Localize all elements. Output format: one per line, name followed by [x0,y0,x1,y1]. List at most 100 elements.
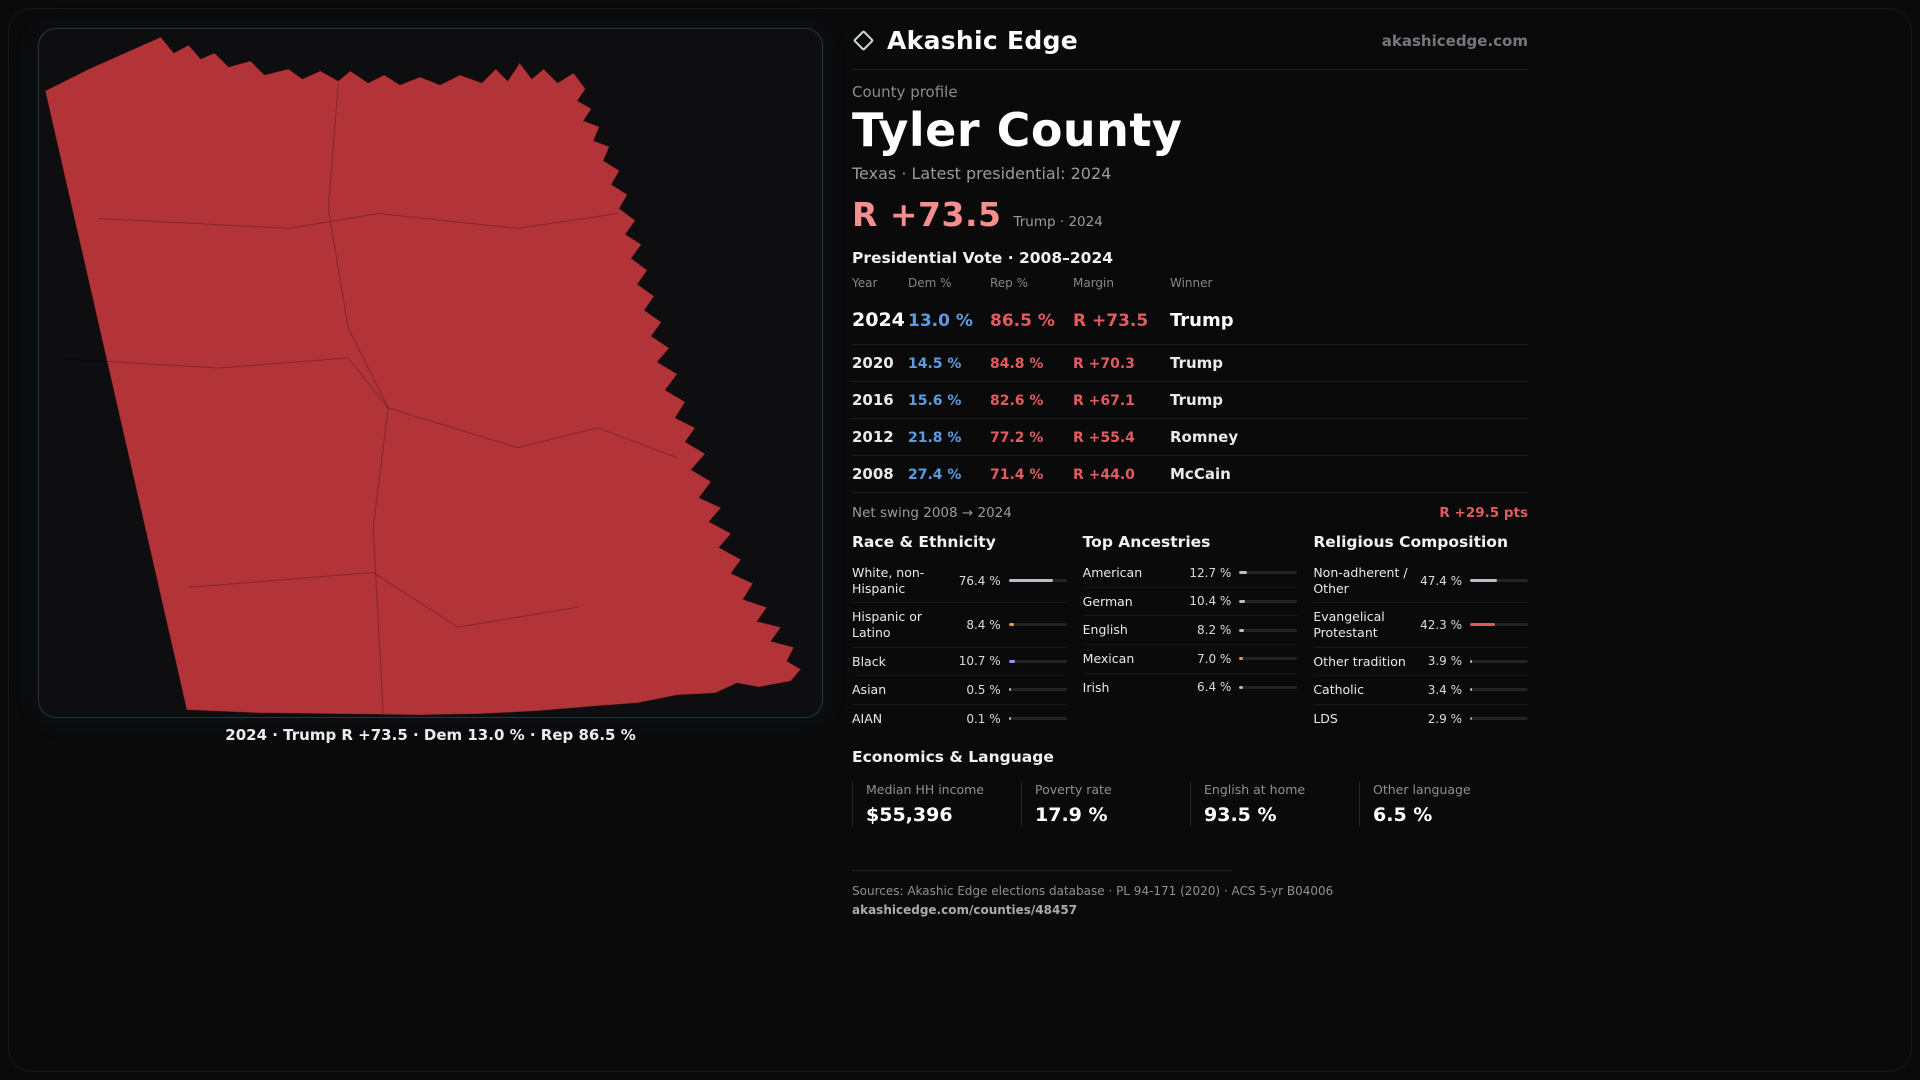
stat-value: 8.2 % [1197,623,1232,638]
vote-year: 2012 [852,428,894,446]
stat-value: 2.9 % [1427,711,1462,726]
map-caption: 2024 · Trump R +73.5 · Dem 13.0 % · Rep … [225,726,636,744]
stat-value: 3.4 % [1427,682,1462,697]
stat-label: Non-adherent / Other [1313,565,1408,596]
stat-label: White, non-Hispanic [852,565,925,596]
stat-label: English at home [1204,782,1306,798]
list-item: Asian 0.5 % [852,676,1067,705]
net-swing-label: Net swing 2008 → 2024 [852,505,1012,521]
stat-label: LDS [1313,710,1338,726]
vote-year: 2016 [852,391,894,409]
vote-rep: 86.5 % [990,311,1055,331]
stat-label: German [1082,593,1133,609]
stat-english-at-home: English at home 93.5 % [1190,782,1359,827]
stat-value: 93.5 % [1204,804,1277,827]
stat-value: 7.0 % [1197,651,1232,666]
county-internal-boundaries [49,83,678,714]
county-map-panel [38,28,823,718]
list-item: Non-adherent / Other 47.4 % [1313,559,1528,604]
vote-dem: 14.5 % [908,356,962,372]
subtitle: Texas · Latest presidential: 2024 [852,164,1112,183]
stat-value: $55,396 [866,804,953,827]
list-item: German 10.4 % [1082,588,1298,617]
vote-winner: Trump [1170,354,1224,372]
stat-label: American [1082,565,1143,580]
stat-poverty-rate: Poverty rate 17.9 % [1021,782,1190,827]
vote-margin: R +55.4 [1073,430,1135,446]
headline-margin: R +73.5 [852,195,1002,234]
table-row: 2024 13.0 % 86.5 % R +73.5 Trump [852,298,1528,345]
vote-margin: R +70.3 [1073,356,1135,372]
stat-label: Poverty rate [1035,782,1112,798]
stat-value: 10.7 % [958,654,1001,669]
ancestries-column: Top Ancestries American 12.7 % German 10… [1082,533,1298,732]
permalink[interactable]: akashicedge.com/counties/48457 [852,903,1078,918]
vote-rep: 82.6 % [990,393,1044,409]
stat-bar [1239,657,1298,661]
stat-value: 6.4 % [1197,680,1232,695]
vote-margin: R +67.1 [1073,393,1135,409]
vote-dem: 21.8 % [908,430,962,446]
vote-winner: Romney [1170,428,1239,446]
stat-value: 17.9 % [1035,804,1108,827]
stat-value: 3.9 % [1427,654,1462,669]
stat-value: 0.5 % [966,682,1001,697]
vote-table-header: Year Dem % Rep % Margin Winner [852,267,1528,298]
page-title: Tyler County [852,103,1183,157]
stat-bar [1470,623,1528,627]
table-row: 2012 21.8 % 77.2 % R +55.4 Romney [852,419,1528,456]
vote-winner: Trump [1170,310,1234,331]
list-item: Mexican 7.0 % [1082,645,1298,674]
stat-label: Irish [1082,679,1110,695]
stat-value: 76.4 % [958,573,1001,588]
economics-title: Economics & Language [852,748,1054,767]
stat-label: Mexican [1082,650,1135,666]
stat-value: 6.5 % [1373,804,1433,827]
race-ethnicity-column: Race & Ethnicity White, non-Hispanic 76.… [852,533,1067,732]
stat-median-income: Median HH income $55,396 [852,782,1021,827]
stat-value: 0.1 % [966,711,1001,726]
list-item: White, non-Hispanic 76.4 % [852,559,1067,604]
stat-bar [1470,717,1528,721]
stat-bar [1008,659,1067,663]
vote-winner: Trump [1170,391,1224,409]
stat-label: Median HH income [866,782,984,798]
vote-dem: 27.4 % [908,467,962,483]
vote-rep: 71.4 % [990,467,1044,483]
stat-label: AIAN [852,710,883,726]
diamond-icon [852,29,875,52]
stat-bar [1008,688,1067,692]
col-year: Year [852,276,878,290]
brand-name: Akashic Edge [887,26,1079,55]
sources-text: Sources: Akashic Edge elections database… [852,884,1334,899]
net-swing-row: Net swing 2008 → 2024 R +29.5 pts [852,493,1528,531]
vote-rep: 84.8 % [990,356,1044,372]
stat-other-language: Other language 6.5 % [1359,782,1528,827]
economics-stats: Median HH income $55,396 Poverty rate 17… [852,782,1528,827]
stat-value: 10.4 % [1189,594,1232,609]
stat-label: Black [852,653,886,669]
kicker: County profile [852,83,958,101]
vote-table-title: Presidential Vote · 2008–2024 [852,249,1114,267]
religion-column: Religious Composition Non-adherent / Oth… [1313,533,1528,732]
stat-label: Asian [852,682,887,698]
list-item: Other tradition 3.9 % [1313,648,1528,677]
stat-label: Evangelical Protestant [1313,609,1385,640]
list-item: Catholic 3.4 % [1313,676,1528,705]
stat-bar [1008,717,1067,721]
headline-note: Trump · 2024 [1013,214,1103,230]
vote-dem: 13.0 % [908,311,973,331]
section-title: Religious Composition [1313,533,1508,551]
list-item: Hispanic or Latino 8.4 % [852,603,1067,648]
list-item: Irish 6.4 % [1083,674,1298,702]
col-dem: Dem % [908,276,952,290]
stat-label: Other language [1373,782,1471,798]
county-shape [44,36,802,716]
county-map [44,36,802,716]
stat-bar [1239,628,1298,632]
vote-margin: R +44.0 [1073,467,1135,483]
county-profile-panel: Akashic Edge akashicedge.com County prof… [852,0,1528,917]
stat-bar [1470,659,1528,663]
brand-domain-link[interactable]: akashicedge.com [1381,31,1528,50]
footer-divider [852,870,1232,872]
